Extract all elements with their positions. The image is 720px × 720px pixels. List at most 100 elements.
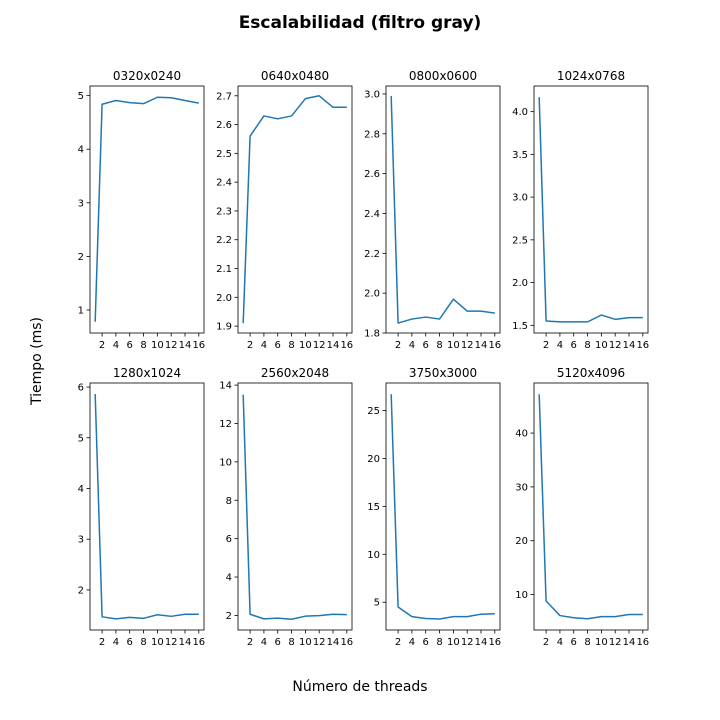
axes-frame — [89, 382, 205, 631]
x-tick-label: 2 — [99, 340, 105, 351]
y-tick-label: 3 — [78, 198, 84, 209]
subplot-title: 5120x4096 — [557, 366, 625, 380]
y-tick-label: 2 — [226, 611, 232, 622]
series-line — [242, 394, 347, 620]
x-tick-label: 14 — [475, 340, 488, 351]
subplot-title: 0640x0480 — [261, 69, 329, 83]
x-tick-label: 4 — [261, 637, 267, 648]
series-line — [538, 97, 643, 323]
subplot-title: 2560x2048 — [261, 366, 329, 380]
x-tick-label: 16 — [488, 340, 501, 351]
y-tick-label: 2 — [78, 252, 84, 263]
x-tick-label: 4 — [557, 340, 563, 351]
y-tick-label: 2.5 — [216, 149, 232, 160]
x-tick-label: 2 — [395, 340, 401, 351]
y-tick-label: 2.4 — [364, 209, 380, 220]
x-tick-label: 6 — [127, 340, 133, 351]
y-tick-label: 15 — [367, 502, 380, 513]
x-tick-label: 12 — [461, 340, 474, 351]
y-tick-label: 3.5 — [512, 150, 528, 161]
x-tick-label: 10 — [151, 637, 164, 648]
y-tick-label: 1.8 — [364, 329, 380, 340]
x-tick-label: 6 — [423, 340, 429, 351]
x-tick-label: 16 — [636, 637, 649, 648]
subplot-1024x0768: 1024x0768 2 4 6 8 10 12 14 16 1.5 2.0 2.5 3.0 3.5 4.0 — [512, 69, 649, 351]
axes-frame — [533, 85, 649, 334]
y-tick-label: 5 — [78, 91, 84, 102]
x-tick-label: 12 — [165, 340, 178, 351]
y-tick-label: 10 — [219, 457, 232, 468]
x-tick-label: 14 — [475, 637, 488, 648]
x-tick-label: 14 — [179, 340, 192, 351]
x-tick-label: 2 — [395, 637, 401, 648]
y-tick-label: 2.7 — [216, 91, 232, 102]
series-line — [94, 394, 199, 620]
x-tick-label: 14 — [623, 637, 636, 648]
x-tick-label: 16 — [340, 340, 353, 351]
x-tick-label: 2 — [99, 637, 105, 648]
series-line — [94, 96, 199, 322]
y-tick-label: 2.0 — [512, 278, 528, 289]
y-tick-label: 20 — [367, 454, 380, 465]
series-line — [242, 95, 347, 324]
y-tick-label: 2.2 — [364, 249, 380, 260]
y-tick-label: 4 — [78, 145, 84, 156]
y-tick-label: 2.8 — [364, 129, 380, 140]
x-tick-label: 4 — [557, 637, 563, 648]
axes-frame — [89, 85, 205, 334]
x-tick-label: 6 — [127, 637, 133, 648]
y-tick-label: 10 — [367, 550, 380, 561]
x-tick-label: 4 — [113, 637, 119, 648]
y-tick-label: 3.0 — [364, 89, 380, 100]
x-tick-label: 8 — [140, 637, 146, 648]
y-tick-label: 5 — [374, 598, 380, 609]
x-tick-label: 12 — [461, 637, 474, 648]
y-tick-label: 3 — [78, 535, 84, 546]
x-tick-label: 4 — [113, 340, 119, 351]
y-tick-label: 2.3 — [216, 206, 232, 217]
x-tick-label: 10 — [299, 340, 312, 351]
x-tick-label: 8 — [436, 340, 442, 351]
y-tick-label: 6 — [226, 534, 232, 545]
x-tick-label: 10 — [595, 637, 608, 648]
y-tick-label: 2.0 — [216, 293, 232, 304]
subplot-title: 0800x0600 — [409, 69, 477, 83]
subplot-title: 1024x0768 — [557, 69, 625, 83]
x-tick-label: 8 — [584, 340, 590, 351]
subplot-0640x0480: 0640x0480 2 4 6 8 10 12 14 16 1.9 2.0 2.1 2.2 2.3 2.4 2… — [216, 69, 353, 351]
x-tick-label: 4 — [261, 340, 267, 351]
x-axis-label: Número de threads — [292, 679, 427, 695]
y-tick-label: 2.4 — [216, 178, 232, 189]
x-tick-label: 14 — [623, 340, 636, 351]
x-tick-label: 2 — [247, 340, 253, 351]
x-tick-label: 2 — [247, 637, 253, 648]
y-tick-label: 5 — [78, 433, 84, 444]
x-tick-label: 10 — [595, 340, 608, 351]
x-tick-label: 8 — [584, 637, 590, 648]
x-tick-label: 2 — [543, 637, 549, 648]
subplot-title: 0320x0240 — [113, 69, 181, 83]
x-tick-label: 16 — [488, 637, 501, 648]
subplot-title: 1280x1024 — [113, 366, 181, 380]
x-tick-label: 16 — [636, 340, 649, 351]
x-tick-label: 6 — [275, 637, 281, 648]
x-tick-label: 8 — [140, 340, 146, 351]
x-tick-label: 4 — [409, 340, 415, 351]
axes-frame — [237, 382, 353, 631]
x-tick-label: 6 — [423, 637, 429, 648]
x-tick-label: 10 — [447, 340, 460, 351]
x-tick-label: 6 — [571, 340, 577, 351]
x-tick-label: 6 — [571, 637, 577, 648]
subplot-title: 3750x3000 — [409, 366, 477, 380]
y-tick-label: 2.6 — [216, 120, 232, 131]
y-tick-label: 8 — [226, 496, 232, 507]
y-tick-label: 30 — [515, 482, 528, 493]
y-tick-label: 2.1 — [216, 264, 232, 275]
y-tick-label: 4.0 — [512, 107, 528, 118]
x-tick-label: 16 — [192, 340, 205, 351]
x-tick-label: 6 — [275, 340, 281, 351]
x-tick-label: 12 — [609, 637, 622, 648]
x-tick-label: 16 — [192, 637, 205, 648]
